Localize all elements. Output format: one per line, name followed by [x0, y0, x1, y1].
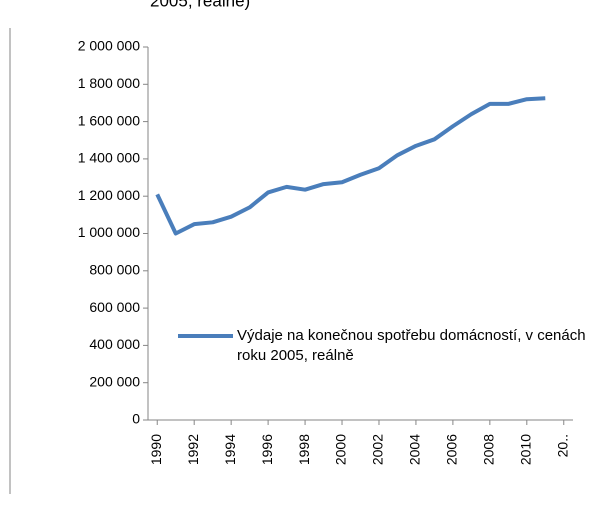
x-tick-label: 1992 — [185, 434, 201, 465]
y-tick-label: 1 000 000 — [78, 224, 140, 240]
x-tick-label: 2010 — [518, 434, 534, 465]
legend-label: Výdaje na konečnou spotřebu domácností, … — [237, 327, 586, 364]
y-tick-label: 200 000 — [89, 373, 140, 389]
x-tick-label: 1994 — [222, 434, 238, 465]
x-tick-label: 1990 — [148, 434, 164, 465]
x-tick-label: 2004 — [407, 434, 423, 465]
x-tick-label: 2006 — [444, 434, 460, 465]
y-tick-label: 1 200 000 — [78, 187, 140, 203]
y-tick-label: 0 — [132, 411, 140, 427]
y-tick-label: 1 800 000 — [78, 75, 140, 91]
y-tick-label: 800 000 — [89, 262, 140, 278]
x-tick-label: 20.. — [554, 434, 570, 457]
x-tick-label: 2002 — [370, 434, 386, 465]
y-tick-label: 600 000 — [89, 299, 140, 315]
y-tick-label: 2 000 000 — [78, 38, 140, 54]
chart-title: 2005, reálně) — [150, 0, 250, 10]
y-tick-label: 1 400 000 — [78, 150, 140, 166]
data-line — [155, 96, 546, 236]
x-tick-label: 2000 — [333, 434, 349, 465]
x-tick-label: 1996 — [259, 434, 275, 465]
y-tick-label: 1 600 000 — [78, 112, 140, 128]
x-tick-label: 2008 — [481, 434, 497, 465]
y-tick-label: 400 000 — [89, 336, 140, 352]
x-tick-label: 1998 — [296, 434, 312, 465]
